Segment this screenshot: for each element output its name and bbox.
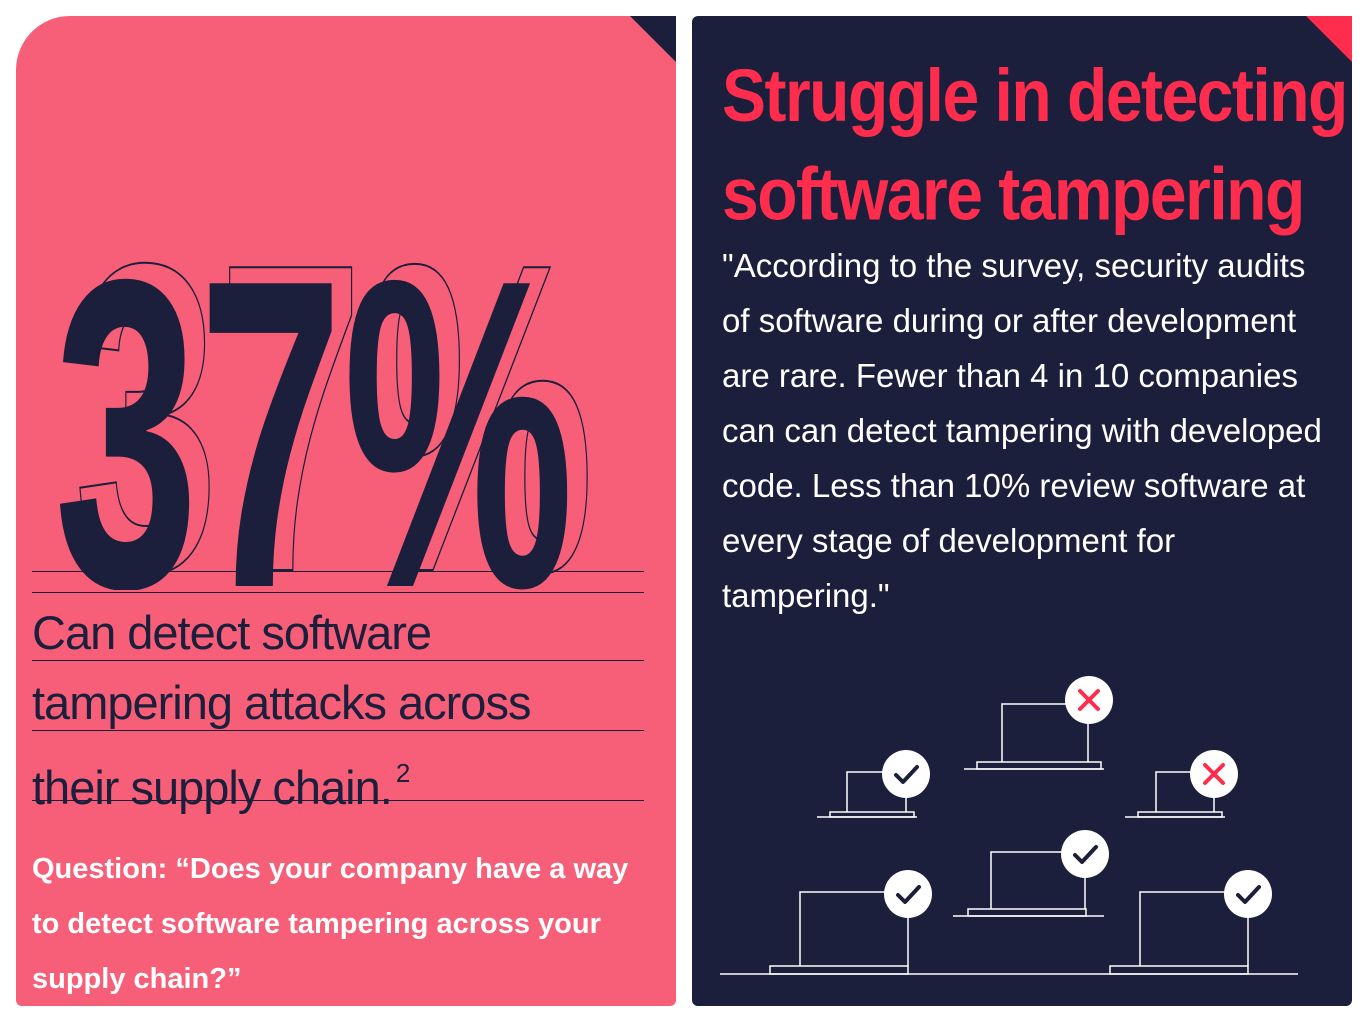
survey-quote: "According to the survey, security audit… [722,247,1322,614]
insight-card: Struggle in detecting software tampering… [692,16,1352,1006]
x-mark-icon [1190,750,1238,798]
big-stat-value: 37% [54,189,574,590]
divider-rule [32,730,644,731]
survey-question: Question: “Does your company have a way … [32,853,629,995]
check-mark-icon [882,750,930,798]
statement-line-text: their supply chain. [32,761,393,814]
laptops-illustration [720,676,1298,975]
corner-fold [630,16,676,62]
big-stat-figure: 37% 37% [54,172,594,590]
divider-rule [32,660,644,661]
stat-card: 37% 37% Can detect software tampering at… [16,16,676,1006]
divider-rule [32,800,644,801]
divider-rule [32,571,644,572]
check-mark-icon [884,870,932,918]
statement-line: their supply chain. 2 [32,738,644,814]
headline-line: software tampering [722,152,1305,236]
statement-line: Can detect software [32,606,432,659]
big-stat-outline: 37% [74,173,594,590]
footnote-marker: 2 [395,758,411,788]
laptop-icon [953,851,1104,917]
corner-fold [1306,16,1352,62]
laptop-icon [964,703,1104,770]
headline-line: Struggle in detecting [722,53,1348,137]
statement-line: tampering attacks across [32,676,531,729]
check-mark-icon [1224,870,1272,918]
x-mark-icon [1065,676,1113,724]
check-mark-icon [1061,830,1109,878]
headline: Struggle in detecting software tampering [722,46,1348,243]
divider-rule [32,592,644,593]
stat-statement: Can detect software tampering attacks ac… [32,598,644,814]
